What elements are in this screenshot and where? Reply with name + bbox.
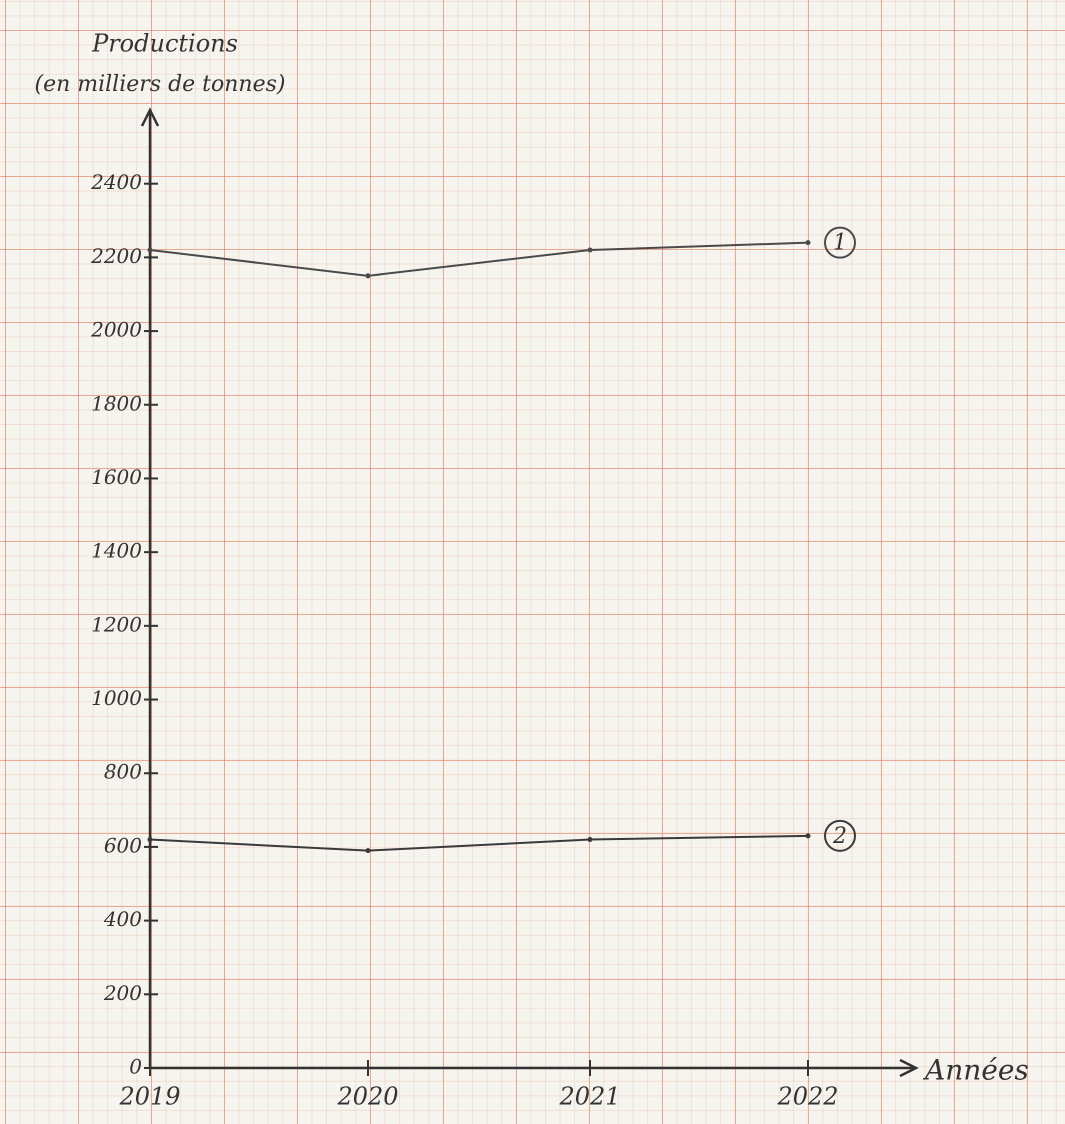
point (805, 833, 811, 839)
x-tick-label: 2021 (558, 1083, 620, 1111)
series-line (149, 834, 809, 852)
point (587, 837, 593, 843)
x-axis (150, 1058, 919, 1078)
x-axis-label: Années (922, 1054, 1029, 1087)
y-axis-unit: (en milliers de tonnes) (34, 72, 285, 97)
x-tick-label: 2020 (336, 1083, 398, 1111)
y-tick-label: 800 (104, 760, 142, 784)
series-label: 1 (833, 231, 847, 256)
point (147, 247, 153, 253)
series-label-ring (824, 819, 856, 852)
y-tick-label: 1000 (91, 686, 142, 710)
y-axis (140, 107, 160, 1068)
x-tick-label: 2022 (776, 1083, 838, 1111)
point (805, 240, 811, 246)
y-tick-label: 0 (129, 1055, 142, 1079)
y-tick-label: 1400 (91, 539, 142, 563)
y-axis-label: Productions (91, 30, 238, 58)
point (147, 837, 153, 843)
series-label-ring (824, 226, 856, 259)
series-label: 2 (832, 824, 847, 849)
y-tick-label: 200 (103, 981, 142, 1005)
y-tick-label: 1800 (91, 391, 142, 415)
series-line (149, 241, 809, 277)
point (587, 247, 593, 253)
point (365, 848, 371, 854)
y-tick-label: 2200 (90, 244, 142, 268)
y-tick-label: 2000 (90, 318, 142, 342)
y-tick-label: 2400 (90, 170, 142, 194)
y-tick-label: 1600 (91, 465, 142, 489)
y-tick-label: 600 (104, 833, 142, 857)
point (365, 273, 371, 279)
x-tick-label: 2019 (118, 1083, 180, 1111)
y-tick-label: 1200 (91, 612, 142, 636)
y-tick-label: 400 (103, 907, 142, 931)
